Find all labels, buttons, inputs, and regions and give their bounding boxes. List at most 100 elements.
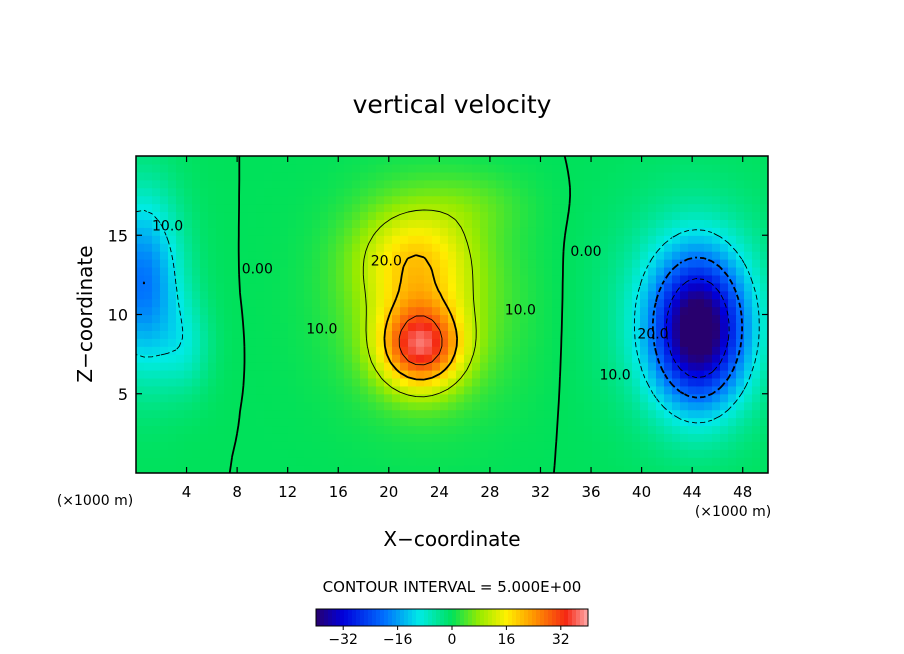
heatmap-cell <box>408 235 417 244</box>
heatmap-cell <box>224 385 233 395</box>
heatmap-cell <box>400 362 409 371</box>
colorbar-segment <box>452 609 457 626</box>
heatmap-cell <box>376 314 385 324</box>
heatmap-cell <box>320 417 329 427</box>
heatmap-cell <box>424 393 433 403</box>
heatmap-cell <box>176 187 185 197</box>
heatmap-cell <box>624 203 633 213</box>
x-unit-left: (×1000 m) <box>57 493 133 509</box>
heatmap-cell <box>728 298 737 308</box>
heatmap-cell <box>224 179 233 189</box>
colorbar-segment <box>536 609 541 626</box>
heatmap-cell <box>488 393 497 403</box>
heatmap-cell <box>424 417 433 427</box>
heatmap-cell <box>672 290 681 300</box>
heatmap-cell <box>192 354 201 363</box>
heatmap-cell <box>664 163 673 173</box>
heatmap-cell <box>200 377 209 387</box>
colorbar-segment <box>336 609 341 626</box>
heatmap-cell <box>512 385 521 395</box>
heatmap-cell <box>648 306 657 316</box>
heatmap-cell <box>576 259 585 268</box>
heatmap-cell <box>288 369 297 379</box>
heatmap-cell <box>176 259 185 268</box>
heatmap-cell <box>200 385 209 395</box>
heatmap-cell <box>504 227 513 236</box>
heatmap-cell <box>336 409 345 419</box>
heatmap-cell <box>376 449 385 458</box>
heatmap-cell <box>184 171 193 181</box>
heatmap-cell <box>352 290 361 300</box>
heatmap-cell <box>624 425 633 434</box>
heatmap-cell <box>344 417 353 427</box>
heatmap-cell <box>472 449 481 458</box>
heatmap-cell <box>552 385 561 395</box>
heatmap-cell <box>408 457 417 466</box>
heatmap-cell <box>400 156 409 165</box>
heatmap-cell <box>552 195 561 205</box>
heatmap-cell <box>608 338 617 347</box>
heatmap-cell <box>400 306 409 316</box>
heatmap-cell <box>136 243 145 252</box>
heatmap-cell <box>136 425 145 434</box>
heatmap-cell <box>360 354 369 363</box>
heatmap-cell <box>176 425 185 434</box>
heatmap-cell <box>264 290 273 300</box>
heatmap-cell <box>352 274 361 284</box>
heatmap-cell <box>232 266 241 276</box>
heatmap-cell <box>648 346 657 355</box>
heatmap-cell <box>376 362 385 371</box>
heatmap-cell <box>648 227 657 236</box>
heatmap-cell <box>624 171 633 181</box>
heatmap-cell <box>680 187 689 197</box>
x-tick-label: 32 <box>531 483 550 501</box>
heatmap-cell <box>232 338 241 347</box>
heatmap-cell <box>664 449 673 458</box>
heatmap-cell <box>600 282 609 292</box>
heatmap-cell <box>144 338 153 347</box>
heatmap-cell <box>384 298 393 308</box>
heatmap-cell <box>200 322 209 331</box>
heatmap-cell <box>344 449 353 458</box>
heatmap-cell <box>352 441 361 450</box>
heatmap-cell <box>144 354 153 363</box>
heatmap-cell <box>160 465 169 473</box>
heatmap-cell <box>616 346 625 355</box>
heatmap-cell <box>336 362 345 371</box>
heatmap-cell <box>704 298 713 308</box>
heatmap-cell <box>696 417 705 427</box>
heatmap-cell <box>152 417 161 427</box>
heatmap-cell <box>448 369 457 379</box>
colorbar-tick-label: −32 <box>328 632 358 648</box>
heatmap-cell <box>520 211 529 220</box>
heatmap-cell <box>344 425 353 434</box>
heatmap-cell <box>440 409 449 419</box>
heatmap-cell <box>688 187 697 197</box>
heatmap-cell <box>224 362 233 371</box>
heatmap-cell <box>272 235 281 244</box>
heatmap-cell <box>456 219 465 228</box>
heatmap-cell <box>712 227 721 236</box>
heatmap-cell <box>344 465 353 473</box>
heatmap-cell <box>592 425 601 434</box>
heatmap-cell <box>432 314 441 324</box>
heatmap-cell <box>144 425 153 434</box>
heatmap-cell <box>328 330 337 339</box>
heatmap-cell <box>288 417 297 427</box>
heatmap-cell <box>616 156 625 165</box>
heatmap-cell <box>528 322 537 331</box>
heatmap-cell <box>456 290 465 300</box>
heatmap-cell <box>456 163 465 173</box>
heatmap-cell <box>648 259 657 268</box>
heatmap-cell <box>632 314 641 324</box>
heatmap-cell <box>696 425 705 434</box>
heatmap-cell <box>336 457 345 466</box>
heatmap-cell <box>656 203 665 213</box>
heatmap-cell <box>552 377 561 387</box>
heatmap-cell <box>296 282 305 292</box>
heatmap-cell <box>448 290 457 300</box>
heatmap-cell <box>680 377 689 387</box>
heatmap-cell <box>440 203 449 213</box>
heatmap-cell <box>648 219 657 228</box>
heatmap-cell <box>312 401 321 411</box>
